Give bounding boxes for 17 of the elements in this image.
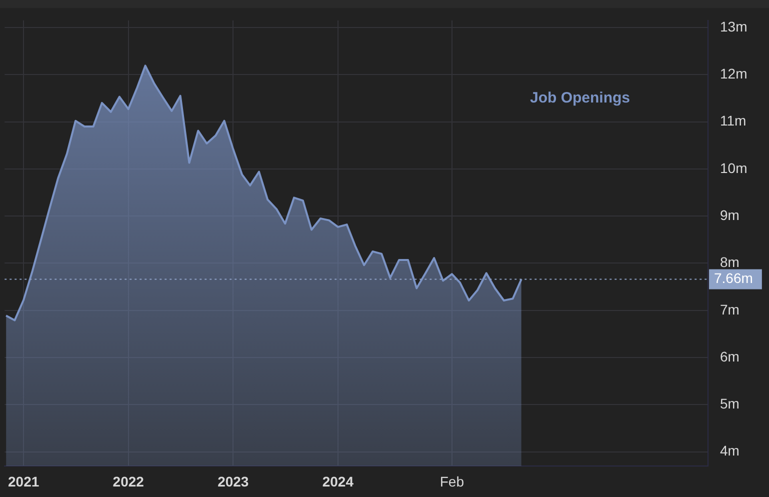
y-tick-label: 10m [720,160,748,176]
y-tick-label: 9m [720,206,740,223]
y-tick-label: 7m [720,301,740,318]
y-tick-label: 6m [720,348,740,364]
x-tick-label: Feb [440,473,464,490]
x-tick-label: 2022 [112,473,144,490]
y-tick-label: 4m [720,442,740,459]
y-tick-label: 13m [720,18,748,34]
y-tick-label: 12m [720,65,748,82]
x-tick-label: 2024 [322,473,354,490]
y-tick-label: 8m [720,254,740,270]
y-tick-label: 11m [720,112,746,129]
text: Job Openings [530,90,630,107]
ref-line-label: 7.66m [714,270,753,286]
x-tick-label: 2021 [8,473,40,490]
y-tick-label: 5m [720,396,740,412]
x-tick-label: 2023 [218,473,249,490]
